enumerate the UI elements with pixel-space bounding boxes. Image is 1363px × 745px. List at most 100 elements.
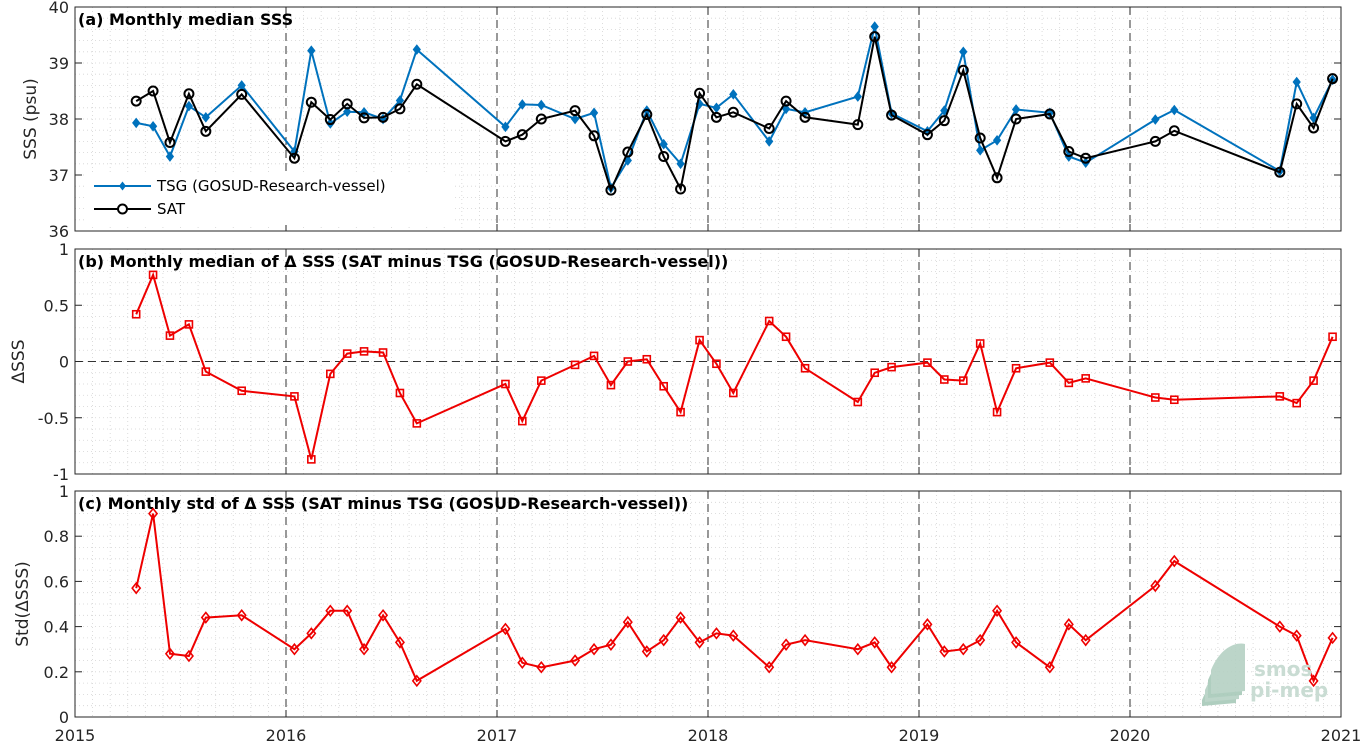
- data-point: [1064, 378, 1074, 388]
- data-point: [852, 642, 863, 656]
- data-point: [992, 604, 1003, 618]
- data-point: [658, 151, 670, 163]
- data-point: [589, 351, 599, 361]
- data-point: [974, 132, 986, 144]
- panel-title: (c) Monthly std of Δ SSS (SAT minus TSG …: [78, 494, 688, 513]
- data-point: [764, 316, 774, 326]
- logo-text-smos: smos: [1254, 657, 1312, 681]
- data-point: [147, 85, 159, 97]
- data-point: [569, 105, 581, 117]
- data-point: [659, 138, 668, 150]
- data-point: [886, 660, 897, 674]
- logo-wave-layer: [1211, 643, 1245, 694]
- data-point: [799, 111, 811, 123]
- series-sat: [130, 31, 1339, 196]
- data-point: [1063, 145, 1075, 157]
- data-point: [921, 129, 933, 141]
- data-point: [1170, 104, 1179, 116]
- data-point: [517, 656, 528, 670]
- data-point: [411, 674, 422, 688]
- data-point: [326, 369, 335, 379]
- data-point: [1044, 108, 1056, 120]
- legend-entry-label: TSG (GOSUD-Research-vessel): [156, 177, 386, 195]
- data-point: [1291, 98, 1303, 110]
- data-point: [305, 96, 317, 108]
- data-point: [781, 332, 791, 342]
- data-point: [641, 645, 652, 658]
- data-point: [343, 106, 352, 118]
- data-point: [501, 379, 510, 389]
- data-point: [975, 339, 985, 348]
- data-point: [1081, 374, 1090, 383]
- data-point: [324, 114, 336, 126]
- data-point: [1044, 660, 1055, 674]
- data-point: [940, 375, 949, 384]
- data-point: [886, 109, 898, 121]
- data-point: [570, 654, 581, 667]
- x-tick-label: 2021: [1321, 726, 1362, 745]
- data-point: [870, 368, 879, 378]
- data-point: [165, 151, 175, 162]
- data-point: [236, 609, 247, 622]
- legend-marker: [117, 203, 128, 215]
- data-point: [183, 649, 194, 663]
- y-tick-label: -1: [53, 465, 69, 484]
- data-point: [675, 611, 686, 624]
- data-point: [307, 455, 316, 464]
- data-point: [605, 184, 617, 196]
- data-point: [377, 111, 389, 123]
- data-point: [622, 146, 634, 158]
- data-point: [976, 145, 985, 156]
- y-tick-label: 36: [49, 222, 69, 241]
- data-point: [1045, 358, 1055, 367]
- data-point: [1080, 152, 1092, 164]
- data-point: [1169, 554, 1180, 568]
- data-point: [1080, 633, 1091, 647]
- data-point: [516, 129, 528, 141]
- data-point: [887, 362, 896, 372]
- data-point: [537, 99, 546, 111]
- data-point: [1168, 125, 1180, 137]
- y-tick-label: 0.2: [44, 663, 69, 682]
- data-point: [606, 380, 616, 390]
- y-tick-label: 38: [49, 110, 69, 129]
- data-point: [378, 348, 388, 357]
- y-tick-label: 37: [49, 166, 69, 185]
- x-tick-label: 2015: [55, 726, 96, 745]
- data-point: [536, 660, 547, 674]
- data-point: [853, 397, 863, 407]
- data-point: [412, 419, 422, 428]
- data-point: [922, 618, 933, 631]
- data-point: [1327, 73, 1339, 85]
- data-point: [1149, 135, 1161, 147]
- data-point: [1309, 376, 1318, 385]
- data-point: [676, 158, 685, 170]
- data-point: [800, 363, 810, 373]
- data-point: [1274, 166, 1286, 178]
- data-point: [518, 99, 527, 110]
- panel-title: (a) Monthly median SSS: [78, 10, 293, 29]
- data-point: [165, 331, 175, 340]
- data-point: [201, 112, 210, 123]
- data-point: [500, 622, 511, 636]
- data-point: [200, 125, 212, 137]
- data-point: [411, 78, 423, 90]
- data-point: [659, 381, 668, 391]
- data-point: [148, 120, 158, 132]
- data-point: [959, 46, 968, 58]
- y-axis-label: Std(ΔSSS): [13, 561, 33, 647]
- data-point: [588, 130, 600, 142]
- panel-a-monthly-median-sss: 36 37 38 39 40 SSS (psu) (a) Monthly median SS…: [21, 0, 1342, 241]
- y-axis-label: ΔSSS: [9, 339, 29, 383]
- data-point: [694, 636, 705, 649]
- data-point: [412, 44, 421, 55]
- data-point: [499, 135, 511, 147]
- series-line: [135, 513, 1334, 684]
- y-tick-label: 40: [49, 0, 69, 17]
- data-point: [200, 611, 211, 624]
- data-point: [712, 359, 721, 369]
- data-point: [1275, 392, 1285, 401]
- data-point: [1291, 629, 1302, 642]
